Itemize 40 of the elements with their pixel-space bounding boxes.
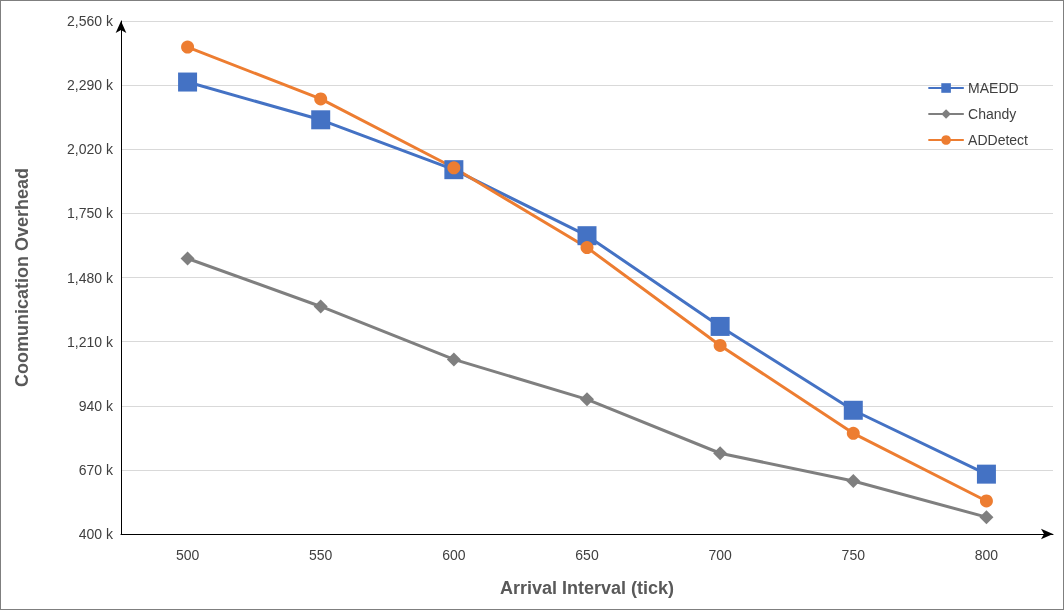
legend-label: ADDetect (968, 132, 1029, 148)
point (314, 92, 328, 106)
x-tick-label: 750 (841, 547, 866, 563)
point (580, 241, 594, 255)
point (710, 316, 730, 336)
point (446, 352, 461, 367)
legend-label: Chandy (968, 106, 1017, 122)
point (580, 392, 594, 407)
point (713, 338, 727, 352)
x-tick-label: 550 (309, 547, 333, 563)
y-tick-label: 670 k (78, 461, 114, 478)
x-tick-label: 600 (442, 547, 466, 563)
x-tick-label: 800 (974, 547, 999, 563)
y-tick-label: 1,750 k (67, 205, 114, 222)
y-axis-title: Coomunication Overhead (12, 167, 32, 388)
point (976, 464, 996, 484)
point (846, 426, 860, 440)
y-tick-label: 400 k (78, 526, 114, 542)
point (180, 251, 195, 266)
y-tick-label: 2,290 k (67, 77, 114, 94)
x-tick-label: 500 (175, 547, 200, 563)
y-tick-label: 1,480 k (67, 269, 114, 286)
point (311, 110, 331, 130)
point (979, 494, 993, 508)
point (846, 474, 861, 489)
y-tick-label: 940 k (78, 397, 114, 414)
legend-label: MAEDD (968, 80, 1019, 96)
y-tick-label: 2,560 k (67, 13, 114, 29)
point (843, 400, 863, 420)
point (979, 510, 994, 525)
point (178, 72, 198, 92)
point (577, 226, 597, 246)
x-tick-label: 650 (575, 547, 599, 563)
x-axis-title: Arrival Interval (tick) (499, 578, 675, 598)
point (713, 446, 728, 461)
y-tick-label: 1,210 k (67, 333, 114, 350)
y-tick-label: 2,020 k (67, 141, 114, 158)
point (181, 40, 195, 54)
x-tick-label: 700 (708, 547, 733, 563)
point (313, 299, 328, 314)
